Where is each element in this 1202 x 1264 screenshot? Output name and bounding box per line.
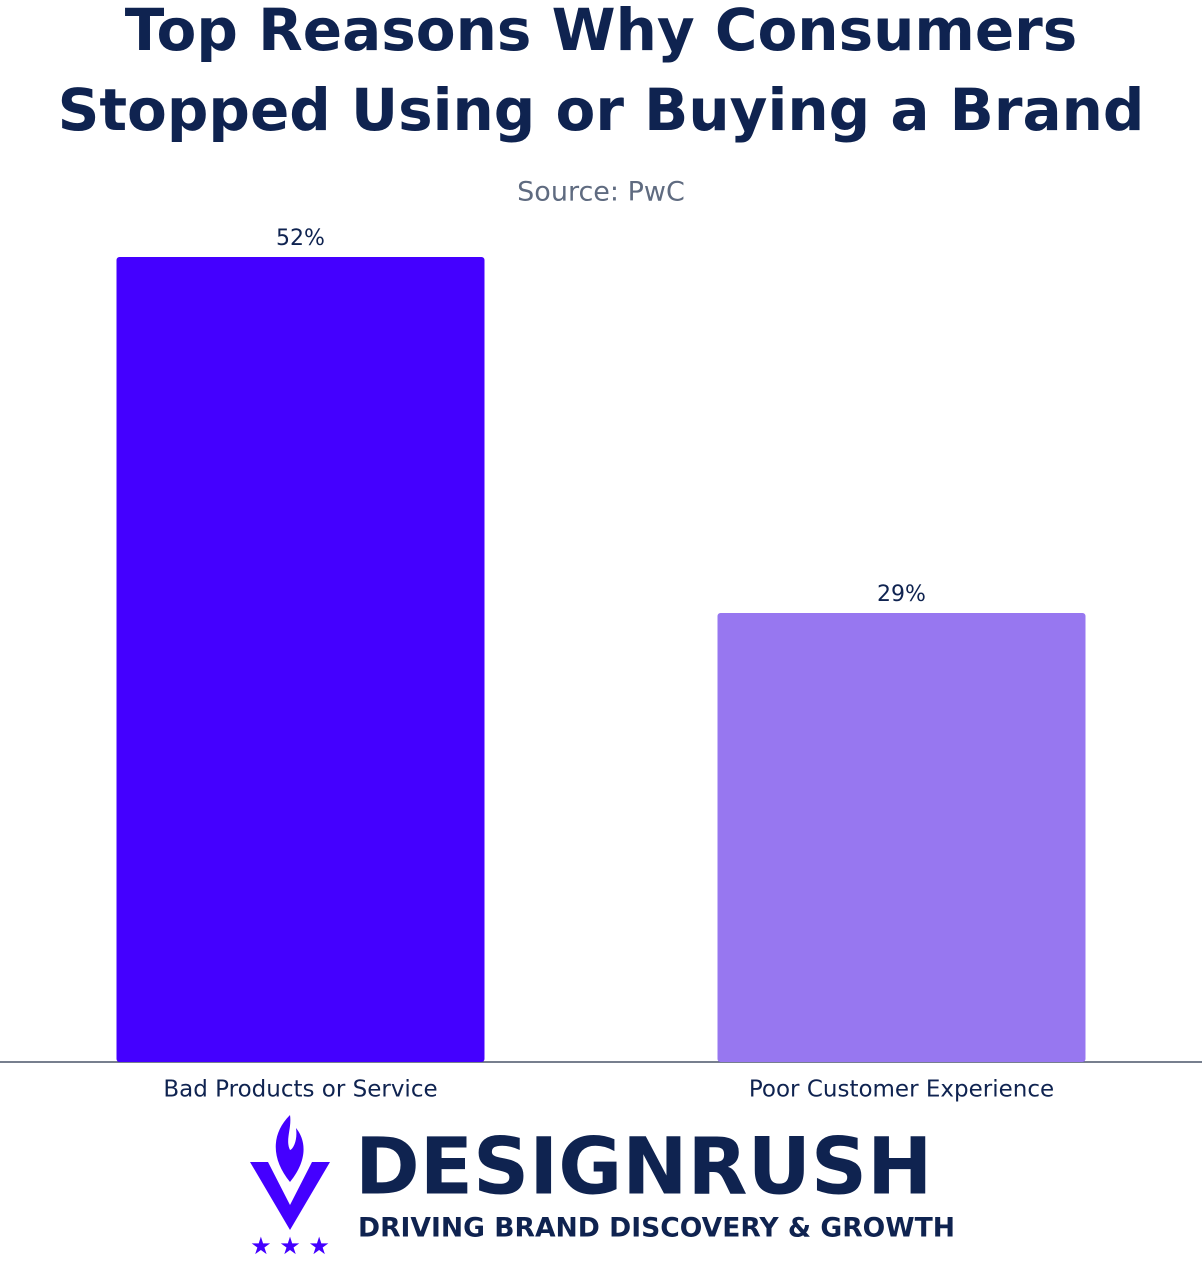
value-label: 29% [877, 582, 926, 607]
logo-tagline: DRIVING BRAND DISCOVERY & GROWTH [358, 1213, 955, 1244]
logo-icon: ★ ★ ★ [250, 1115, 330, 1260]
svg-text:★ ★ ★: ★ ★ ★ [250, 1232, 330, 1260]
bar [717, 613, 1086, 1062]
chart-title: Top Reasons Why Consumers [125, 0, 1078, 64]
value-label: 52% [276, 226, 325, 251]
chart-title: Stopped Using or Buying a Brand [58, 76, 1145, 144]
logo-name: DESIGNRUSH [355, 1122, 932, 1212]
chart-subtitle: Source: PwC [517, 177, 685, 208]
x-tick-label: Poor Customer Experience [749, 1077, 1054, 1103]
x-tick-label: Bad Products or Service [163, 1077, 437, 1103]
bar [116, 257, 485, 1062]
